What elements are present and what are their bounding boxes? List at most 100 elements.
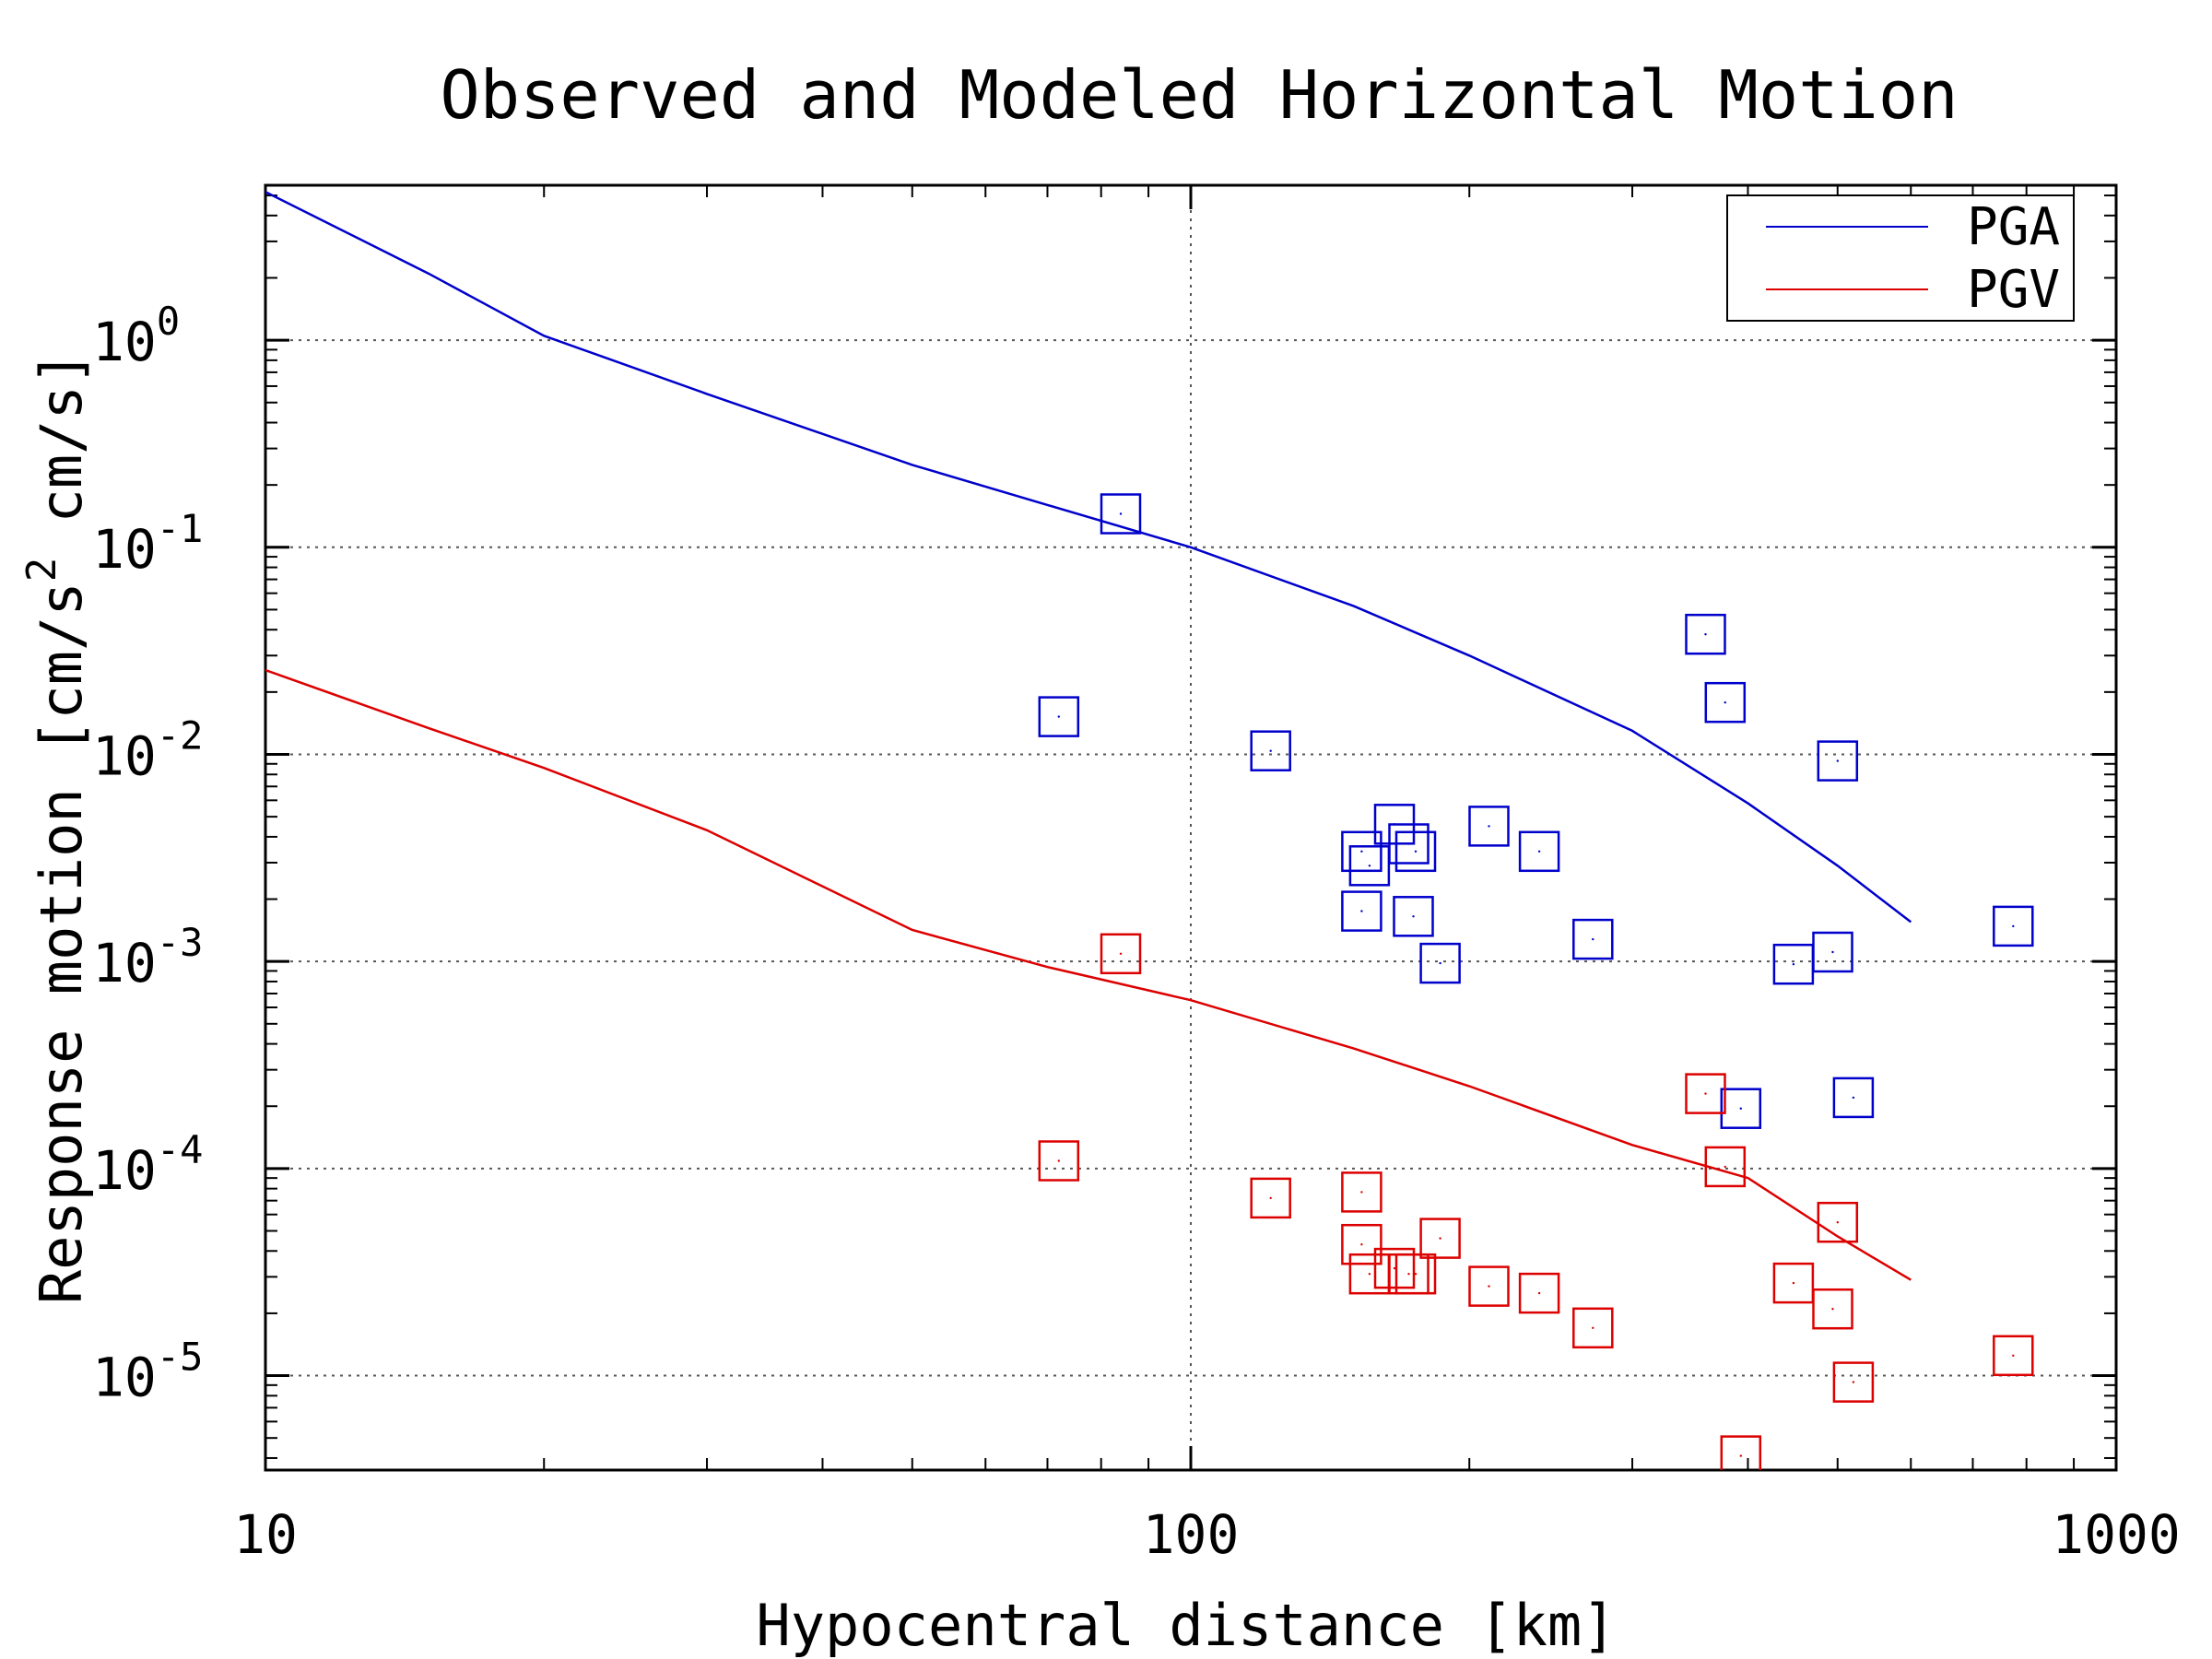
data-point-dot-pgv: [1537, 1291, 1541, 1295]
data-point-dot-pga: [1592, 937, 1594, 941]
y-tick-exponent: -4: [157, 1127, 204, 1172]
data-point-dot-pga: [1439, 961, 1441, 965]
data-point-pgv: [1341, 1223, 1382, 1265]
data-point-pga: [1038, 696, 1080, 737]
data-point-dot-pgv: [2012, 1354, 2015, 1358]
data-point-dot-pgv: [1488, 1285, 1490, 1288]
data-point-pga: [1572, 918, 1614, 960]
data-point-pga: [1468, 806, 1510, 847]
data-point-dot-pga: [1488, 825, 1490, 828]
x-tick-label: 1000: [2052, 1503, 2181, 1566]
data-point-pga: [1419, 942, 1461, 984]
data-point-pgv: [1704, 1146, 1747, 1188]
data-point-pga: [1720, 1088, 1762, 1129]
y-tick-base: 10: [92, 518, 157, 581]
data-point-pgv: [1832, 1361, 1875, 1403]
svg-text:Response motion [cm/s2 cm/s]: Response motion [cm/s2 cm/s]: [18, 351, 95, 1304]
y-tick-label: 10-4: [92, 1127, 203, 1202]
data-point-pga: [1832, 1077, 1875, 1119]
data-point-dot-pgv: [1393, 1266, 1396, 1270]
data-point-dot-pga: [1704, 633, 1707, 636]
data-point-dot-pga: [1368, 865, 1371, 867]
data-point-pgv: [1812, 1288, 1853, 1330]
y-tick-label: 10-2: [92, 712, 203, 787]
data-point-dot-pgv: [1269, 1196, 1272, 1200]
data-point-dot-pgv: [1836, 1221, 1840, 1224]
data-point-pgv: [1038, 1140, 1080, 1182]
legend-label-pga: PGA: [1967, 197, 2060, 257]
data-point-pga: [1348, 845, 1391, 887]
data-point-dot-pgv: [1407, 1273, 1410, 1276]
y-tick-label: 10-3: [92, 920, 203, 994]
data-point-pgv: [1572, 1307, 1614, 1349]
data-point-pgv: [1685, 1073, 1726, 1114]
data-point-pga: [1704, 681, 1747, 724]
data-point-pgv: [1419, 1218, 1461, 1259]
y-axis-label: Response motion [cm/s2 cm/s]: [18, 351, 95, 1304]
y-tick-base: 10: [92, 1347, 157, 1409]
data-point-pga: [1250, 730, 1291, 771]
data-point-pgv: [1817, 1201, 1859, 1243]
x-axis-label: Hypocentral distance [km]: [756, 1592, 1616, 1659]
data-point-dot-pga: [1412, 915, 1415, 918]
data-point-dot-pgv: [1831, 1308, 1834, 1311]
data-point-dot-pga: [2012, 924, 2015, 928]
data-point-dot-pga: [1792, 963, 1795, 966]
data-point-pgv: [1250, 1177, 1291, 1219]
data-point-pga: [1341, 830, 1382, 873]
y-tick-exponent: -2: [157, 712, 204, 758]
data-point-dot-pga: [1407, 842, 1410, 845]
data-point-pgv: [1720, 1435, 1762, 1470]
y-tick-base: 10: [92, 932, 157, 994]
grid-lines: [265, 185, 2116, 1470]
data-point-pga: [1518, 830, 1560, 873]
data-point-dot-pga: [1831, 950, 1834, 954]
data-point-dot-pgv: [1704, 1092, 1707, 1095]
data-point-dot-pga: [1119, 512, 1123, 515]
data-point-dot-pgv: [1792, 1281, 1795, 1285]
data-point-dot-pgv: [1592, 1326, 1594, 1330]
data-point-pgv: [1772, 1262, 1815, 1304]
data-point-dot-pgv: [1360, 1191, 1363, 1194]
y-tick-label: 10-5: [92, 1335, 203, 1409]
legend-box: [1726, 194, 2075, 322]
data-point-pga: [1341, 890, 1382, 932]
data-point-pgv: [1341, 1171, 1382, 1213]
data-point-dot-pga: [1739, 1107, 1743, 1110]
x-tick-label: 100: [1143, 1503, 1240, 1566]
data-point-pgv: [1518, 1272, 1560, 1314]
data-point-dot-pgv: [1852, 1381, 1855, 1383]
y-tick-label: 10-1: [92, 506, 203, 581]
series-pgv: [265, 668, 2034, 1470]
y-tick-label: 100: [92, 299, 180, 373]
data-point-pga: [1388, 823, 1430, 865]
y-tick-base: 10: [92, 1139, 157, 1202]
data-point-pga: [1394, 830, 1437, 873]
data-point-dot-pgv: [1119, 952, 1123, 956]
data-point-pgv: [1468, 1265, 1510, 1307]
legend: PGA PGV: [1726, 194, 2075, 322]
data-point-dot-pga: [1269, 749, 1272, 752]
y-tick-exponent: -3: [157, 920, 204, 965]
data-series: [265, 191, 2034, 1470]
y-tick-base: 10: [92, 311, 157, 373]
series-pga: [265, 191, 2034, 1129]
data-point-dot-pgv: [1739, 1454, 1743, 1457]
x-axis-tick-labels: 10 100 1000: [233, 1503, 2181, 1566]
data-point-pga: [1393, 896, 1434, 937]
data-point-dot-pga: [1057, 715, 1061, 718]
y-tick-exponent: -5: [157, 1335, 204, 1380]
data-point-dot-pgv: [1724, 1165, 1727, 1169]
data-point-dot-pga: [1537, 850, 1541, 853]
x-tick-label: 10: [233, 1503, 298, 1566]
data-point-pgv: [1993, 1335, 2034, 1377]
data-point-dot-pgv: [1439, 1237, 1441, 1240]
data-point-dot-pga: [1852, 1096, 1855, 1100]
chart-title: Observed and Modeled Horizontal Motion: [440, 56, 1958, 134]
data-point-pga: [1812, 931, 1853, 973]
data-point-pgv: [1100, 933, 1142, 975]
y-axis-label-suffix: cm/s]: [28, 351, 95, 558]
model-line-pga: [265, 191, 1912, 924]
y-tick-exponent: -1: [157, 506, 204, 551]
